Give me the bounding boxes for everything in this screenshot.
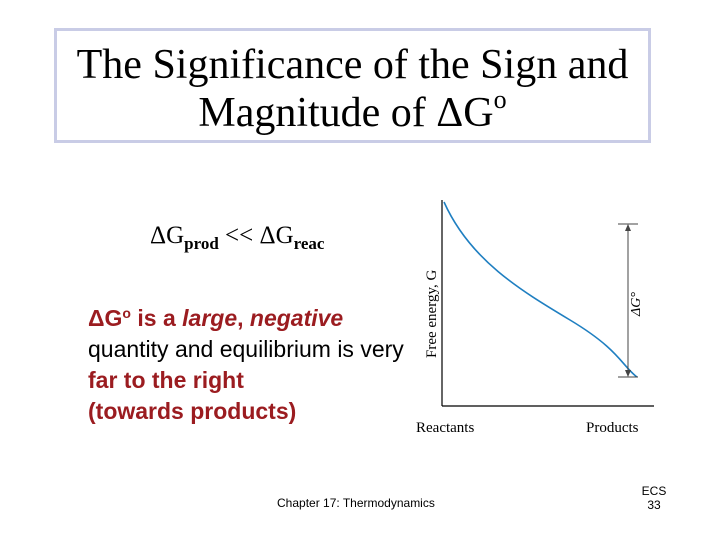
x-axis-right-label: Products [586, 420, 639, 436]
slide-footer: Chapter 17: Thermodynamics [277, 496, 435, 510]
free-energy-curve [443, 201, 638, 378]
paragraph-far-right: far to the right [88, 367, 244, 393]
relation-left-sub: prod [184, 234, 219, 253]
delta-g-arrowhead-up [625, 224, 631, 231]
y-axis-label: Free energy, G [424, 270, 440, 358]
title-line-2-text: Magnitude of ΔG [198, 90, 494, 136]
paragraph-towards: (towards products) [88, 398, 297, 424]
title-line-2-sup: o [493, 85, 507, 114]
delta-g-arrowhead-down [625, 370, 631, 377]
relation-right: ΔG [259, 222, 294, 249]
x-axis-left-label: Reactants [416, 420, 474, 436]
title-line-1: The Significance of the Sign and [76, 42, 629, 88]
delta-g-label: ΔG° [629, 292, 644, 317]
explanation-paragraph: ΔGo is a large, negative quantity and eq… [88, 303, 408, 427]
slide-number-line-1: ECS [641, 484, 667, 498]
relation-right-sub: reac [293, 234, 325, 253]
free-energy-relation: ΔGprod << ΔGreac [150, 222, 324, 254]
relation-operator: << [218, 222, 260, 249]
free-energy-diagram: Free energy, G ΔG° Reactants Products [416, 200, 654, 436]
slide-number: ECS 33 [636, 484, 672, 512]
paragraph-large: large [182, 305, 238, 331]
paragraph-middle: quantity and equilibrium is very [88, 336, 404, 362]
paragraph-is-a: is a [130, 305, 183, 331]
slide-title: The Significance of the Sign and Magnitu… [54, 28, 651, 143]
relation-left: ΔG [150, 222, 185, 249]
paragraph-comma: , [237, 305, 250, 331]
paragraph-negative: negative [249, 305, 344, 331]
title-line-2: Magnitude of ΔGo [57, 87, 648, 137]
paragraph-delta-g: ΔG [88, 305, 123, 331]
slide-number-line-2: 33 [647, 498, 661, 512]
paragraph-delta-g-sup: o [122, 305, 131, 321]
